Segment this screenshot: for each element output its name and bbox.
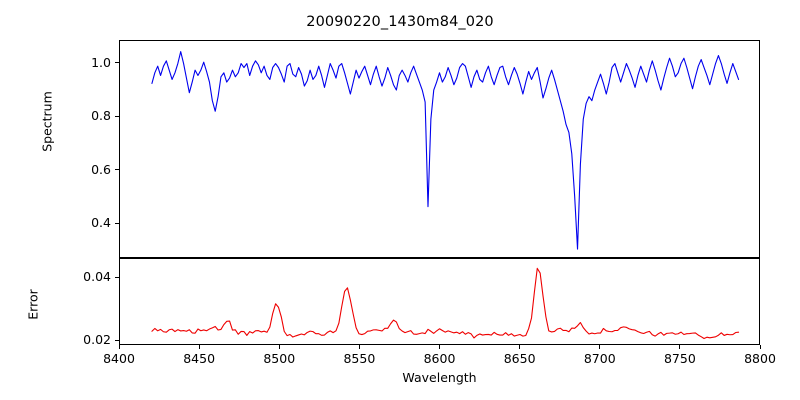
spectrum-y-tick-label: 1.0 <box>91 54 111 70</box>
x-tick <box>198 345 200 349</box>
x-tick <box>519 345 521 349</box>
x-tick-label: 8500 <box>263 351 296 366</box>
x-tick-label: 8800 <box>744 351 776 366</box>
x-tick <box>439 345 441 349</box>
x-tick-label: 8650 <box>503 351 536 366</box>
x-tick <box>118 345 120 349</box>
error-line-plot <box>120 259 759 344</box>
error-y-tick-label: 0.04 <box>83 269 111 285</box>
spectrum-y-tick <box>115 62 119 64</box>
x-tick-label: 8750 <box>663 351 696 366</box>
spectrum-y-tick-label: 0.6 <box>91 161 111 177</box>
spectrum-y-tick-label: 0.4 <box>91 215 111 231</box>
x-tick <box>358 345 360 349</box>
spectrum-line-plot <box>120 41 759 257</box>
x-tick-label: 8400 <box>103 351 135 366</box>
x-tick-label: 8450 <box>183 351 216 366</box>
x-tick-label: 8600 <box>423 351 456 366</box>
error-y-tick <box>115 276 119 279</box>
error-y-axis-label: Error <box>25 289 41 320</box>
x-tick <box>759 345 761 349</box>
spectrum-y-tick <box>115 222 119 224</box>
spectrum-y-tick-label: 0.8 <box>91 108 111 124</box>
x-tick <box>278 345 280 349</box>
spectrum-y-tick <box>115 169 119 171</box>
x-axis-label: Wavelength <box>402 370 477 385</box>
figure-title: 20090220_1430m84_020 <box>306 14 494 30</box>
spectrum-panel <box>119 40 760 258</box>
error-y-tick-label: 0.02 <box>83 332 111 348</box>
error-y-tick <box>115 339 119 341</box>
x-tick <box>599 345 601 349</box>
x-tick-label: 8550 <box>343 351 376 366</box>
x-tick-label: 8700 <box>583 351 616 366</box>
error-panel <box>119 258 760 345</box>
spectrum-y-axis-label: Spectrum <box>39 91 55 152</box>
x-tick <box>679 345 681 349</box>
spectrum-y-tick <box>115 115 119 117</box>
